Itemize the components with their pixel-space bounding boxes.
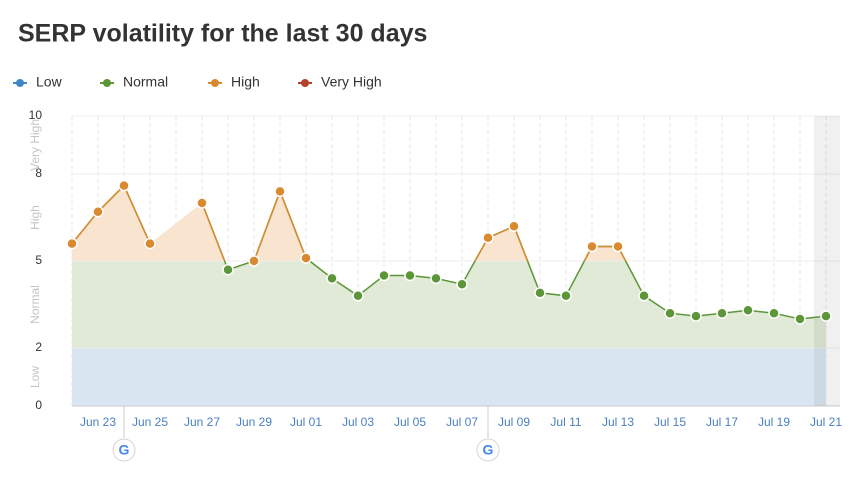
data-point <box>300 252 312 264</box>
legend-label: High <box>231 74 260 90</box>
data-point <box>326 272 338 285</box>
band-label: Low <box>28 366 42 388</box>
x-tick-label: Jun 23 <box>80 415 116 429</box>
y-tick-label: 8 <box>35 166 42 180</box>
legend-label: Normal <box>123 74 168 90</box>
data-point <box>404 269 416 282</box>
data-point <box>508 220 520 232</box>
legend-item[interactable]: High <box>208 74 260 90</box>
band-label: Very High <box>28 119 42 171</box>
area-fill <box>72 348 826 406</box>
x-tick-label: Jul 19 <box>758 415 790 429</box>
chart-title: SERP volatility for the last 30 days <box>18 20 427 48</box>
y-tick-label: 5 <box>35 253 42 267</box>
data-point <box>248 255 260 267</box>
data-point <box>612 240 624 253</box>
data-point <box>196 197 208 209</box>
x-tick-label: Jun 25 <box>132 415 168 429</box>
data-point <box>352 290 364 302</box>
data-point <box>144 237 156 250</box>
x-tick-label: Jul 03 <box>342 415 374 429</box>
legend-item[interactable]: Very High <box>298 74 382 90</box>
data-point <box>690 310 702 322</box>
legend-item[interactable]: Low <box>13 74 63 90</box>
x-tick-label: Jul 15 <box>654 415 686 429</box>
band-label: Normal <box>28 285 42 324</box>
y-tick-label: 0 <box>35 398 42 412</box>
current-day-shade <box>814 116 840 406</box>
data-point <box>534 287 546 299</box>
data-point <box>586 240 598 253</box>
x-tick-label: Jun 27 <box>184 415 220 429</box>
data-point <box>768 307 780 319</box>
x-tick-label: Jul 07 <box>446 415 478 429</box>
data-point <box>820 310 832 322</box>
legend-marker <box>301 79 309 87</box>
google-icon[interactable]: G <box>112 438 136 462</box>
data-point <box>92 205 104 218</box>
data-point <box>482 232 494 244</box>
data-point <box>560 290 572 302</box>
data-point <box>118 179 130 192</box>
x-tick-label: Jul 01 <box>290 415 322 429</box>
data-point <box>222 263 234 276</box>
x-tick-label: Jul 17 <box>706 415 738 429</box>
y-tick-label: 10 <box>29 108 43 122</box>
x-tick-label: Jul 05 <box>394 415 426 429</box>
y-tick-label: 2 <box>35 340 42 354</box>
legend-marker <box>211 79 219 87</box>
data-point <box>716 307 728 319</box>
data-point <box>378 269 390 282</box>
x-tick-label: Jul 21 <box>810 415 842 429</box>
svg-text:G: G <box>119 442 130 458</box>
x-tick-label: Jul 09 <box>498 415 530 429</box>
svg-text:G: G <box>483 442 494 458</box>
legend-label: Very High <box>321 74 382 90</box>
band-label: High <box>28 205 42 230</box>
google-icon[interactable]: G <box>476 438 500 462</box>
data-point <box>456 278 468 290</box>
data-point <box>638 290 650 302</box>
area-fill <box>72 261 826 348</box>
legend-marker <box>16 79 24 87</box>
x-tick-label: Jul 11 <box>550 415 581 429</box>
legend-label: Low <box>36 74 63 90</box>
data-point <box>742 304 754 317</box>
data-point <box>66 237 78 250</box>
data-point <box>430 272 442 285</box>
data-point <box>664 307 676 319</box>
data-point <box>794 313 806 325</box>
x-tick-label: Jun 29 <box>236 415 272 429</box>
legend-item[interactable]: Normal <box>100 74 168 90</box>
legend-marker <box>103 79 111 87</box>
x-tick-label: Jul 13 <box>602 415 634 429</box>
data-point <box>274 185 286 198</box>
